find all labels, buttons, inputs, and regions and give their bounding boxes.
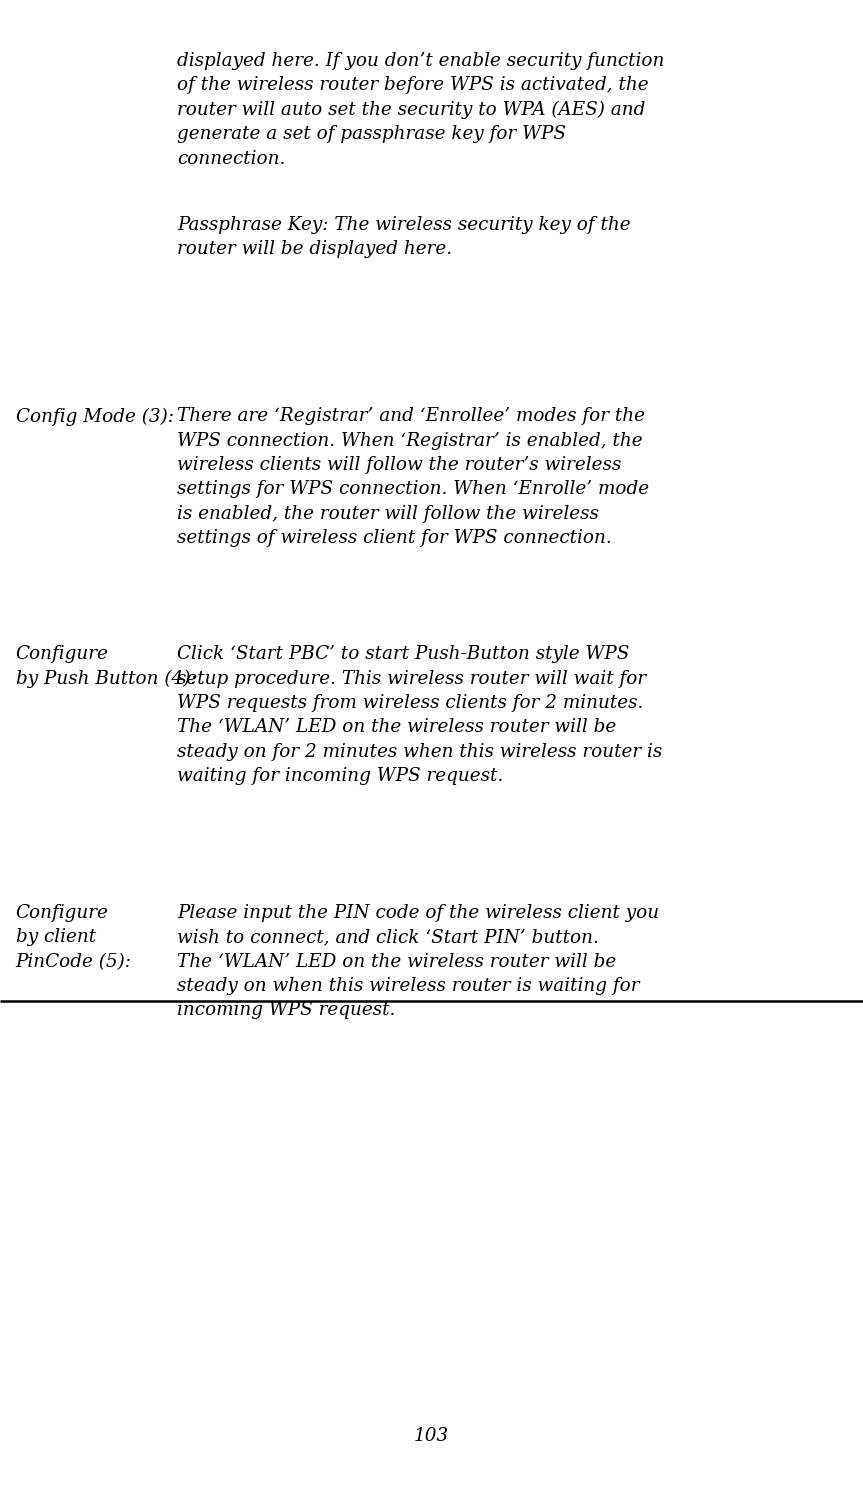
Text: 103: 103 (414, 1428, 449, 1445)
Text: Config Mode (3):: Config Mode (3): (16, 407, 173, 425)
Text: Configure
by Push Button (4):: Configure by Push Button (4): (16, 645, 196, 688)
Text: Configure
by client
PinCode (5):: Configure by client PinCode (5): (16, 904, 131, 971)
Text: Passphrase Key: The wireless security key of the
router will be displayed here.: Passphrase Key: The wireless security ke… (177, 216, 631, 257)
Text: Click ‘Start PBC’ to start Push-Button style WPS
setup procedure. This wireless : Click ‘Start PBC’ to start Push-Button s… (177, 645, 662, 785)
Text: displayed here. If you don’t enable security function
of the wireless router bef: displayed here. If you don’t enable secu… (177, 52, 665, 168)
Text: There are ‘Registrar’ and ‘Enrollee’ modes for the
WPS connection. When ‘Registr: There are ‘Registrar’ and ‘Enrollee’ mod… (177, 407, 649, 547)
Text: Please input the PIN code of the wireless client you
wish to connect, and click : Please input the PIN code of the wireles… (177, 904, 659, 1019)
